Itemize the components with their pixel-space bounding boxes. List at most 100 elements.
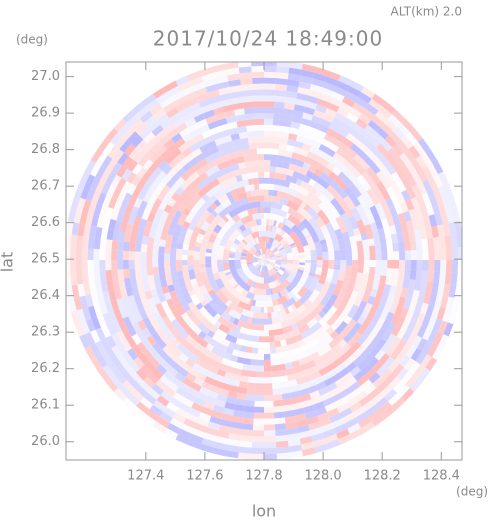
radar-cell bbox=[286, 312, 293, 320]
radar-cell bbox=[201, 381, 213, 391]
radar-cell bbox=[282, 398, 293, 406]
radar-cell bbox=[195, 221, 203, 229]
radar-cell bbox=[258, 258, 264, 260]
radar-cell bbox=[277, 270, 283, 276]
radar-cell bbox=[216, 280, 224, 287]
radar-cell bbox=[256, 371, 264, 378]
radar-cell bbox=[252, 257, 259, 260]
radar-cell bbox=[232, 242, 239, 247]
radar-cell bbox=[259, 260, 264, 265]
radar-cell bbox=[256, 270, 260, 277]
radar-cell bbox=[368, 357, 379, 369]
radar-cell bbox=[231, 271, 238, 276]
radar-cell bbox=[278, 268, 285, 274]
radar-cell bbox=[167, 381, 179, 393]
radar-cell bbox=[323, 133, 335, 143]
radar-cell bbox=[297, 173, 306, 181]
radar-cell bbox=[271, 281, 276, 288]
radar-cell bbox=[241, 265, 248, 269]
radar-cell bbox=[250, 248, 256, 253]
radar-cell bbox=[337, 304, 346, 313]
radar-cell bbox=[295, 333, 303, 342]
radar-cell bbox=[361, 364, 373, 375]
radar-cell bbox=[141, 181, 152, 193]
radar-cell bbox=[283, 180, 291, 188]
radar-cell bbox=[169, 260, 176, 267]
radar-cell bbox=[304, 233, 312, 240]
radar-cell bbox=[264, 256, 269, 260]
radar-cell bbox=[361, 86, 376, 99]
radar-cell bbox=[252, 256, 259, 259]
radar-cell bbox=[243, 216, 249, 224]
radar-cell bbox=[171, 318, 180, 328]
radar-cell bbox=[334, 228, 342, 236]
radar-cell bbox=[339, 265, 347, 271]
radar-cell bbox=[292, 110, 304, 118]
radar-cell bbox=[141, 210, 150, 221]
radar-cell bbox=[230, 379, 240, 387]
radar-cell bbox=[272, 388, 282, 395]
radar-cell bbox=[326, 348, 336, 358]
radar-cell bbox=[264, 230, 266, 237]
radar-cell bbox=[203, 176, 212, 186]
radar-cell bbox=[264, 260, 268, 266]
radar-cell bbox=[397, 296, 406, 308]
radar-cell bbox=[209, 317, 218, 326]
radar-cell bbox=[365, 166, 376, 178]
radar-cell bbox=[252, 287, 257, 295]
radar-cell bbox=[167, 284, 175, 293]
radar-cell bbox=[265, 265, 269, 272]
radar-cell bbox=[217, 250, 224, 255]
radar-cell bbox=[360, 232, 368, 241]
radar-cell bbox=[314, 198, 323, 206]
radar-cell bbox=[201, 104, 213, 114]
radar-cell bbox=[250, 208, 255, 215]
radar-cell bbox=[400, 165, 412, 178]
radar-cell bbox=[286, 236, 292, 243]
radar-cell bbox=[258, 283, 261, 290]
radar-cell bbox=[425, 148, 438, 163]
radar-cell bbox=[236, 392, 247, 400]
radar-cell bbox=[283, 156, 292, 164]
radar-cell bbox=[297, 339, 306, 347]
radar-cell bbox=[242, 417, 254, 425]
radar-cell bbox=[139, 380, 152, 393]
radar-cell bbox=[361, 338, 372, 350]
radar-cell bbox=[417, 217, 426, 229]
radar-cell bbox=[133, 216, 142, 227]
radar-cell bbox=[285, 269, 292, 273]
radar-cell bbox=[450, 272, 458, 286]
radar-cell bbox=[244, 352, 252, 360]
radar-cell bbox=[249, 184, 255, 191]
radar-cell bbox=[293, 183, 301, 192]
radar-cell bbox=[251, 166, 259, 173]
radar-cell bbox=[259, 183, 264, 190]
radar-cell bbox=[367, 215, 376, 225]
radar-cell bbox=[261, 260, 264, 266]
radar-cell bbox=[295, 293, 302, 300]
radar-cell bbox=[281, 167, 289, 175]
radar-cell bbox=[222, 262, 229, 266]
radar-cell bbox=[367, 388, 381, 400]
radar-cell bbox=[417, 181, 427, 195]
radar-cell bbox=[267, 250, 272, 256]
radar-cell bbox=[356, 240, 364, 248]
radar-cell bbox=[380, 341, 392, 354]
radar-cell bbox=[264, 255, 268, 260]
radar-cell bbox=[147, 237, 155, 246]
radar-cell bbox=[336, 107, 350, 118]
radar-cell bbox=[314, 227, 322, 234]
radar-cell bbox=[257, 300, 262, 307]
radar-cell bbox=[332, 240, 339, 247]
radar-cell bbox=[256, 294, 260, 301]
radar-cell bbox=[299, 318, 307, 327]
radar-cell bbox=[222, 104, 235, 113]
radar-cell bbox=[198, 284, 206, 292]
radar-cell bbox=[414, 229, 422, 240]
radar-cell bbox=[258, 177, 264, 184]
radar-cell bbox=[296, 282, 304, 289]
radar-cell bbox=[233, 240, 240, 246]
radar-cell bbox=[295, 413, 307, 422]
radar-cell bbox=[182, 270, 189, 277]
radar-cell bbox=[281, 255, 288, 258]
